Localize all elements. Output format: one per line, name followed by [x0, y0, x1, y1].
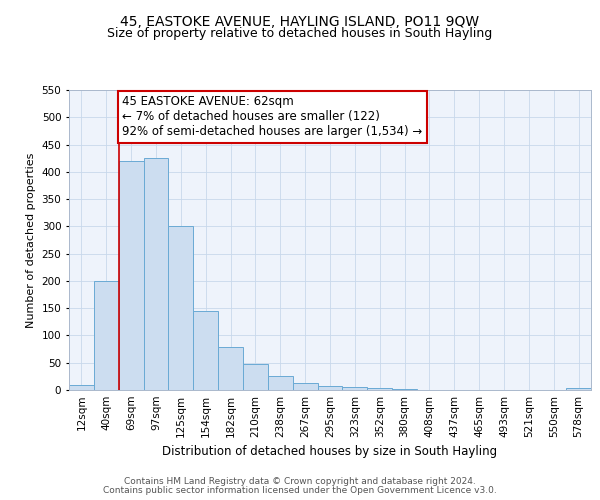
Bar: [218, 348, 243, 390]
Bar: [243, 364, 268, 390]
Bar: [169, 226, 193, 390]
X-axis label: Distribution of detached houses by size in South Hayling: Distribution of detached houses by size …: [163, 446, 497, 458]
Text: Size of property relative to detached houses in South Hayling: Size of property relative to detached ho…: [107, 28, 493, 40]
Y-axis label: Number of detached properties: Number of detached properties: [26, 152, 36, 328]
Bar: [69, 384, 94, 390]
Bar: [268, 376, 293, 390]
Bar: [119, 161, 143, 390]
Bar: [566, 388, 591, 390]
Bar: [94, 281, 119, 390]
Bar: [143, 158, 169, 390]
Text: Contains public sector information licensed under the Open Government Licence v3: Contains public sector information licen…: [103, 486, 497, 495]
Text: 45 EASTOKE AVENUE: 62sqm
← 7% of detached houses are smaller (122)
92% of semi-d: 45 EASTOKE AVENUE: 62sqm ← 7% of detache…: [122, 96, 422, 138]
Bar: [367, 388, 392, 390]
Bar: [343, 388, 367, 390]
Bar: [293, 383, 317, 390]
Text: Contains HM Land Registry data © Crown copyright and database right 2024.: Contains HM Land Registry data © Crown c…: [124, 477, 476, 486]
Bar: [317, 386, 343, 390]
Bar: [193, 311, 218, 390]
Text: 45, EASTOKE AVENUE, HAYLING ISLAND, PO11 9QW: 45, EASTOKE AVENUE, HAYLING ISLAND, PO11…: [121, 15, 479, 29]
